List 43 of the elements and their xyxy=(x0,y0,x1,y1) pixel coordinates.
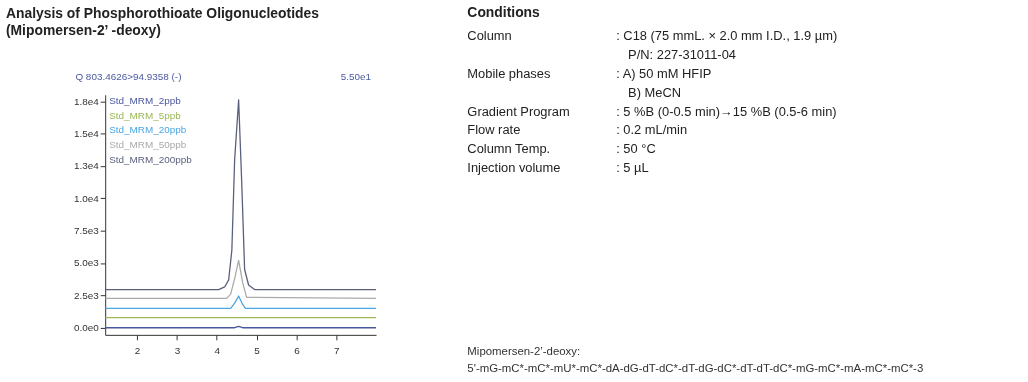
text: Column xyxy=(467,28,512,44)
text: Std_MRM_2ppb xyxy=(109,94,182,106)
y-tick-label: 5.0e3 xyxy=(73,257,100,269)
text: : A) 50 mM HFIP xyxy=(616,65,712,81)
x-tick-label: 2 xyxy=(134,345,141,357)
text: : 5 µL xyxy=(616,160,649,176)
y-tick-label: 1.8e4 xyxy=(73,95,100,107)
text: Injection volume xyxy=(467,160,561,176)
text: Mipomersen-2’-deoxy: xyxy=(467,344,581,357)
line-series xyxy=(105,259,377,299)
chart-subtitle: (Mipomersen-2’ -deoxy) xyxy=(5,22,161,39)
y-tick-label: 1.5e4 xyxy=(73,128,100,140)
text: : 5 %B (0-0.5 min)→15 %B (0.5-6 min) xyxy=(616,103,837,119)
line-series xyxy=(105,295,377,309)
x-tick-label: 6 xyxy=(294,345,301,357)
text: Q 803.4626>94.9358 (-) xyxy=(75,70,182,82)
text: Std_MRM_5ppb xyxy=(109,109,182,121)
text: Column Temp. xyxy=(467,141,551,157)
y-tick-label: 0.0e0 xyxy=(73,322,100,334)
x-tick-label: 4 xyxy=(214,345,221,357)
y-tick-label: 1.3e4 xyxy=(73,160,100,172)
y-tick-label: 2.5e3 xyxy=(73,289,100,301)
y-tick-label: 1.0e4 xyxy=(73,192,100,204)
chart-title: Analysis of Phosphorothioate Oligonucleotides xyxy=(5,5,320,22)
text: Mobile phases xyxy=(467,65,551,81)
text: : 0.2 mL/min xyxy=(616,122,688,138)
text: Conditions xyxy=(467,4,541,21)
text: : C18 (75 mmL. × 2.0 mm I.D., 1.9 µm) xyxy=(616,28,838,44)
x-tick-label: 5 xyxy=(254,345,261,357)
text: B) MeCN xyxy=(628,84,682,100)
text: : 50 °C xyxy=(616,141,656,157)
text: Std_MRM_50ppb xyxy=(109,139,187,151)
text: P/N: 227-31011-04 xyxy=(628,47,736,62)
text: Std_MRM_200ppb xyxy=(109,154,193,166)
y-tick-label: 7.5e3 xyxy=(73,225,100,237)
text: 5'-mG-mC*-mC*-mU*-mC*-dA-dG-dT-dC*-dT-dG-dC*-dT-dT-dC*-mG-mC*-mA-mC*-mC*-3 xyxy=(467,361,924,374)
x-tick-label: 3 xyxy=(174,345,181,357)
text: Gradient Program xyxy=(467,103,570,119)
text: 5.50e1 xyxy=(340,70,372,82)
text: Std_MRM_20ppb xyxy=(109,124,187,136)
x-tick-label: 7 xyxy=(333,345,340,357)
line-series xyxy=(105,99,377,291)
text: Flow rate xyxy=(467,122,521,138)
